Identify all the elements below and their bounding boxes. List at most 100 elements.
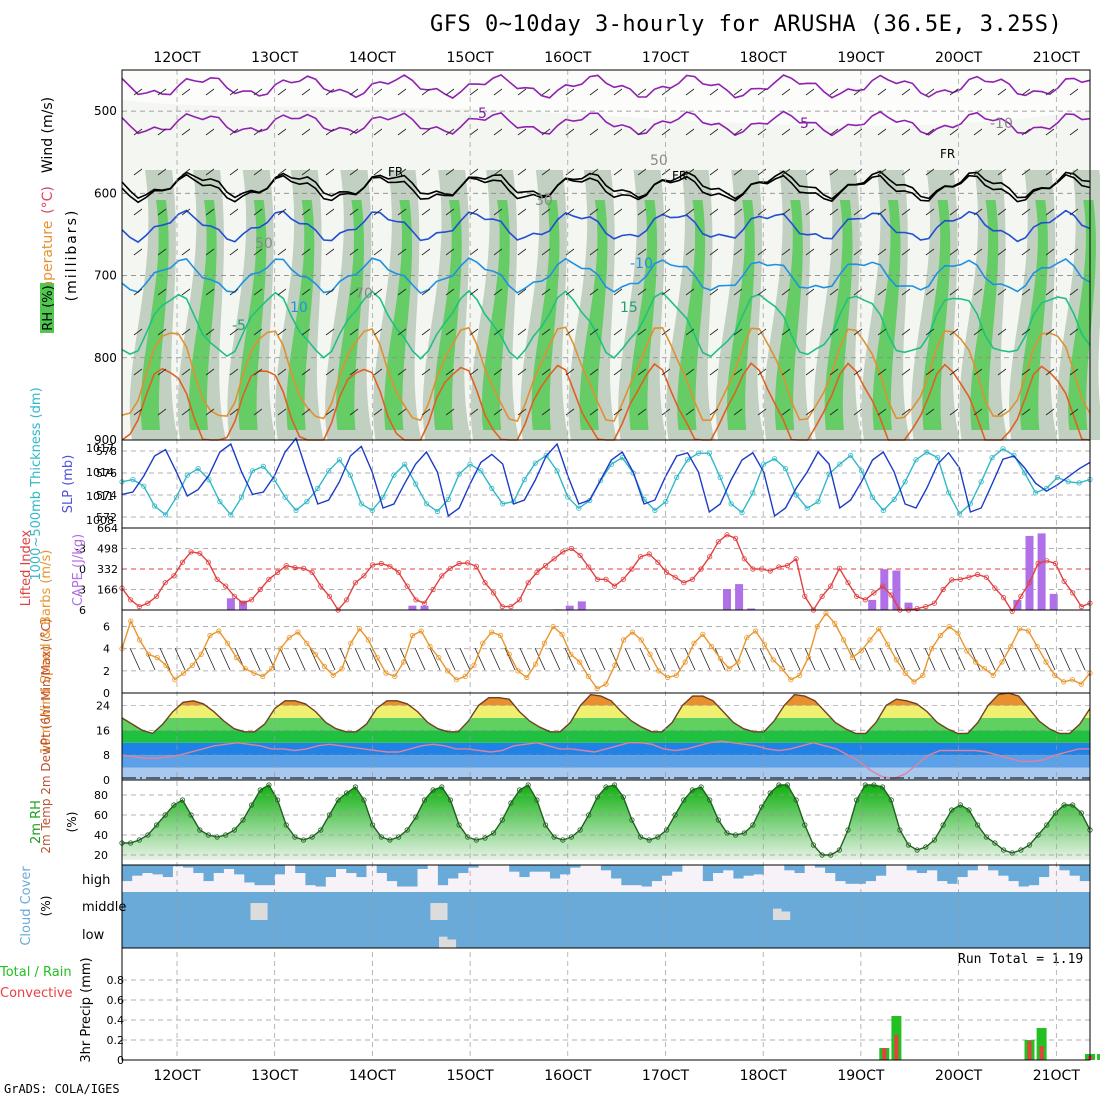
thickness-point	[674, 474, 680, 480]
lifted-index-point	[568, 545, 575, 552]
cloud-high-clear	[631, 865, 643, 886]
cloud-high-clear	[753, 865, 765, 875]
wind10-barb	[459, 647, 471, 671]
rh-shade-green	[188, 200, 217, 430]
wind-barb	[1021, 368, 1031, 376]
rh2m-point	[793, 797, 799, 803]
cloud-high-clear	[845, 865, 857, 884]
cloud-low-clear	[653, 920, 663, 948]
thickness-point	[173, 494, 179, 500]
wind-barb	[517, 408, 527, 416]
cloud-low-clear	[498, 920, 508, 948]
wind10-point	[700, 631, 706, 637]
wind-barb	[685, 208, 695, 216]
thickness-point	[228, 512, 234, 518]
wind-barb	[325, 88, 335, 96]
wind-barb	[877, 288, 887, 296]
rh2m-point	[655, 834, 661, 840]
wind-barb	[301, 328, 311, 336]
wind-barb	[1045, 248, 1055, 256]
cloud-middle-clear	[233, 892, 243, 920]
wind-barb	[925, 128, 935, 136]
cloud-low-clear	[850, 920, 860, 948]
cloud-middle-clear	[413, 892, 423, 920]
lifted-index-point	[1035, 560, 1041, 567]
cloud-middle-clear	[927, 892, 937, 920]
lifted-index-point	[266, 576, 272, 582]
contour-label: 10	[290, 300, 308, 316]
cloud-high-clear	[906, 865, 918, 871]
wind10-point	[629, 629, 636, 635]
wind-barb	[301, 88, 311, 96]
cloud-high-bar	[723, 870, 734, 892]
wind-barb	[493, 328, 503, 336]
wind-barb	[517, 208, 527, 216]
cloud-high-clear	[539, 865, 551, 872]
wind-barb	[205, 368, 215, 376]
cloud-middle-clear	[764, 892, 774, 920]
contour-label: 70	[355, 286, 373, 302]
wind10-barb	[249, 647, 261, 671]
wind-barb	[901, 328, 911, 336]
cloud-low-clear	[987, 920, 997, 948]
thickness-point	[260, 463, 266, 469]
cloud-low-clear	[670, 920, 680, 948]
cloud-middle-clear	[781, 892, 791, 912]
lifted-index-point	[637, 554, 644, 560]
wind10-point	[304, 640, 310, 646]
contour-label: 15	[620, 300, 638, 316]
thickness-axis-label: 1000~500mb Thickness (dm)	[29, 387, 44, 580]
wind-barb	[709, 88, 719, 96]
cloud-low-clear	[910, 920, 920, 948]
cloud-high-bar	[702, 881, 714, 892]
wind-barb	[997, 408, 1007, 416]
cloud-low-clear	[1047, 920, 1057, 948]
wind-barb	[829, 288, 839, 296]
wind10-point	[374, 654, 380, 661]
wind10-point	[1078, 681, 1084, 687]
cloud-low-clear	[344, 920, 354, 948]
thickness-point	[293, 507, 299, 513]
cloud-middle-clear	[961, 892, 971, 920]
cloud-low-clear	[421, 920, 431, 948]
lifted-index-point	[421, 600, 428, 606]
cloud-low-clear	[704, 920, 714, 948]
rh2m-point	[802, 822, 808, 828]
rh2m-point	[957, 802, 964, 808]
lifted-index-point	[1026, 580, 1033, 586]
cloud-middle-clear	[284, 892, 294, 920]
temp-band	[122, 730, 1090, 743]
wind-barb	[253, 208, 263, 216]
wind-barb	[1069, 128, 1079, 136]
wind10-point	[242, 666, 248, 672]
temperature-contour	[121, 289, 1091, 360]
wind-barb	[133, 368, 143, 376]
wind-barb	[469, 408, 479, 416]
rh2m-axis-label: 2m RH	[29, 800, 44, 844]
cloud-high-bar	[519, 877, 531, 892]
wind-barb	[709, 408, 719, 416]
thickness-point	[858, 468, 865, 474]
cloud-high-bar	[906, 870, 918, 892]
cloud-low-clear	[875, 920, 885, 948]
wind10-point	[312, 651, 319, 657]
wind-barb	[469, 248, 479, 256]
rh2m-unit-label: (%)	[65, 812, 79, 833]
cloud-high-clear	[172, 865, 184, 867]
wind-barb	[157, 408, 167, 416]
wind-barb	[1045, 288, 1055, 296]
cloud-middle-clear	[301, 892, 311, 920]
thickness-point	[913, 457, 919, 463]
wind-barb	[301, 248, 311, 256]
wind-barb	[133, 88, 143, 96]
cloud-low-clear	[379, 920, 389, 948]
wind-barb	[397, 168, 407, 176]
rh2m-point	[542, 822, 549, 828]
wind10-point	[656, 668, 662, 674]
lifted-index-point	[378, 560, 384, 567]
lifted-index-point	[715, 539, 722, 545]
rh2m-point	[974, 822, 981, 828]
wind-barb	[1045, 128, 1055, 136]
lifted-index-point	[992, 585, 998, 591]
